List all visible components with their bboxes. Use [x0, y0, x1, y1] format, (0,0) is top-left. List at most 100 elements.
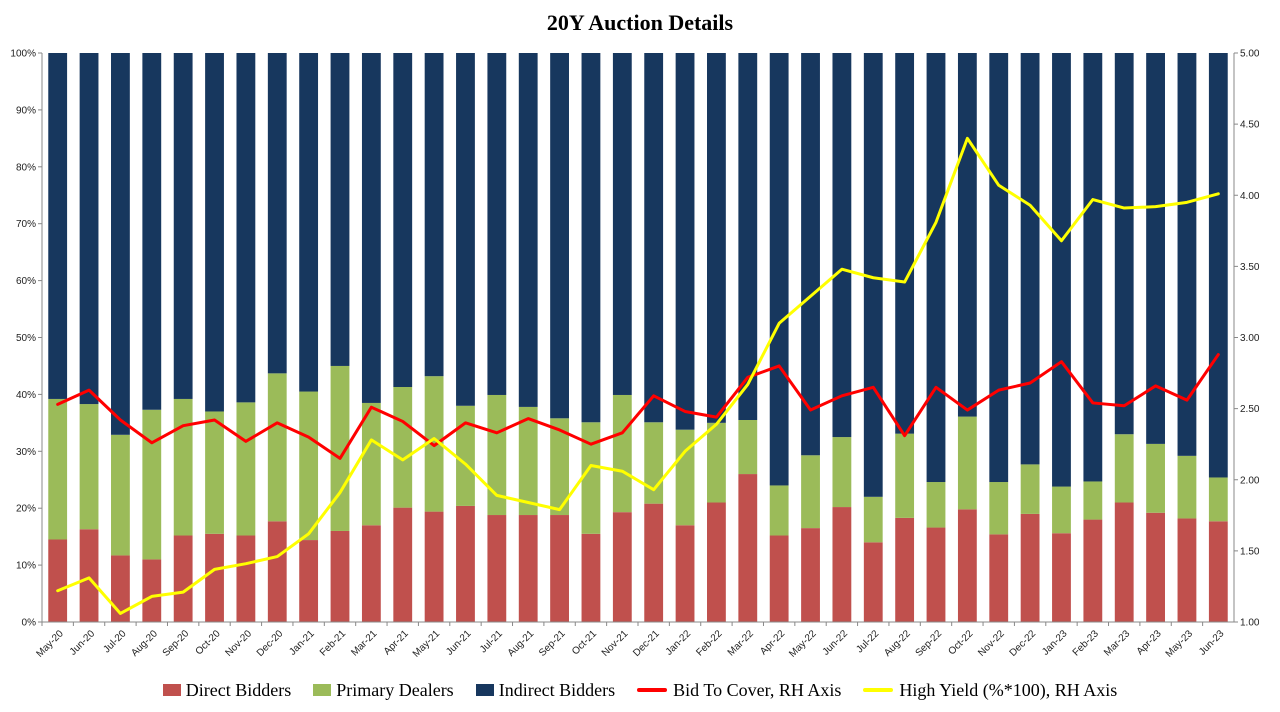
bar-primary-dealers-dec-20: [267, 373, 287, 522]
legend-label: High Yield (%*100), RH Axis: [899, 679, 1118, 700]
left-tick-label: 20%: [16, 504, 36, 515]
bar-primary-dealers-apr-21: [393, 387, 413, 508]
bar-primary-dealers-nov-21: [612, 394, 632, 513]
bar-indirect-bidders-feb-22: [707, 53, 726, 423]
bar-indirect-bidders-jan-22: [675, 53, 695, 430]
bar-indirect-bidders-oct-21: [581, 53, 601, 423]
bar-primary-dealers-nov-20: [236, 402, 256, 536]
bar-primary-dealers-mar-21: [361, 402, 381, 526]
legend-item-indirect-bidders: Indirect Bidders: [475, 680, 615, 701]
x-tick-label: Sep-21: [537, 628, 568, 659]
x-tick-label: Jan-21: [287, 628, 317, 658]
bar-direct-bidders-dec-21: [644, 503, 664, 622]
right-tick-label: 2.00: [1240, 475, 1260, 486]
bar-primary-dealers-apr-23: [1146, 443, 1165, 513]
x-tick-label: Aug-21: [506, 628, 537, 659]
bar-direct-bidders-aug-22: [895, 517, 915, 622]
bar-indirect-bidders-jan-21: [299, 53, 319, 392]
right-tick-label: 4.00: [1240, 191, 1260, 202]
bar-direct-bidders-mar-21: [361, 525, 381, 622]
bar-indirect-bidders-oct-22: [957, 53, 977, 417]
right-tick-label: 4.50: [1240, 120, 1260, 131]
bar-direct-bidders-nov-21: [612, 512, 632, 622]
bar-indirect-bidders-jun-22: [832, 53, 852, 438]
bar-direct-bidders-apr-22: [769, 535, 789, 622]
bar-direct-bidders-apr-21: [393, 507, 413, 622]
bar-indirect-bidders-jun-21: [456, 53, 475, 406]
bar-primary-dealers-aug-22: [895, 433, 915, 518]
x-tick-label: Feb-23: [1071, 628, 1101, 658]
x-tick-label: Aug-20: [129, 628, 160, 659]
x-tick-label: Jul-22: [854, 628, 881, 655]
bar-indirect-bidders-dec-20: [267, 53, 287, 374]
bar-indirect-bidders-jun-20: [79, 53, 99, 405]
bar-direct-bidders-dec-22: [1020, 513, 1040, 622]
bar-direct-bidders-may-22: [801, 528, 820, 622]
bar-indirect-bidders-jul-20: [111, 53, 130, 435]
x-tick-label: Nov-21: [600, 628, 631, 659]
left-tick-label: 70%: [16, 219, 36, 230]
bar-indirect-bidders-may-23: [1177, 53, 1197, 456]
right-tick-label: 1.50: [1240, 546, 1260, 557]
x-tick-label: Dec-20: [255, 628, 286, 659]
chart-plot: 0% 10% 20% 30% 40% 50% 60% 70% 80% 90% 100% 1.00 1.5…: [10, 49, 1260, 660]
x-tick-label: May-23: [1164, 628, 1196, 660]
bar-indirect-bidders-mar-22: [738, 53, 758, 420]
x-tick-label: Mar-22: [726, 628, 756, 658]
legend: Direct Bidders Primary Dealers Indirect Bi…: [0, 676, 1280, 704]
legend-label: Bid To Cover, RH Axis: [673, 679, 842, 700]
x-tick-label: Jun-23: [1197, 628, 1227, 658]
bar-direct-bidders-may-20: [48, 539, 68, 622]
bar-indirect-bidders-aug-21: [518, 53, 538, 407]
bar-direct-bidders-may-21: [424, 511, 444, 622]
x-tick-label: Dec-21: [631, 628, 662, 659]
bar-direct-bidders-jan-22: [675, 525, 695, 622]
bar-primary-dealers-jul-22: [863, 496, 883, 543]
bar-primary-dealers-mar-22: [738, 420, 758, 475]
x-tick-label: Oct-20: [194, 628, 223, 657]
bar-primary-dealers-feb-22: [707, 422, 726, 503]
bar-indirect-bidders-aug-22: [895, 53, 915, 434]
right-tick-label: 1.00: [1240, 618, 1260, 629]
legend-item-high-yield-100-rh-axis: High Yield (%*100), RH Axis: [863, 680, 1117, 701]
bar-indirect-bidders-dec-21: [644, 53, 664, 423]
x-tick-label: Aug-22: [882, 628, 913, 659]
bar-indirect-bidders-jul-22: [863, 53, 883, 497]
bar-direct-bidders-jan-23: [1052, 533, 1071, 622]
bar-indirect-bidders-mar-23: [1114, 53, 1134, 435]
legend-label: Primary Dealers: [336, 679, 454, 700]
bar-direct-bidders-oct-22: [957, 509, 977, 622]
left-tick-label: 50%: [16, 333, 36, 344]
bar-indirect-bidders-apr-22: [769, 53, 789, 486]
x-tick-label: Oct-22: [946, 628, 975, 657]
bar-indirect-bidders-nov-21: [612, 53, 632, 395]
chart-title: 20Y Auction Details: [546, 10, 734, 35]
x-tick-label: May-20: [34, 628, 66, 660]
legend-swatch: [313, 684, 332, 696]
bar-indirect-bidders-aug-20: [142, 53, 162, 410]
bar-direct-bidders-jun-20: [79, 529, 99, 622]
legend-item-direct-bidders: Direct Bidders: [162, 680, 291, 701]
bar-primary-dealers-sep-22: [926, 482, 946, 528]
bar-indirect-bidders-oct-20: [205, 53, 224, 412]
bar-indirect-bidders-sep-22: [926, 53, 946, 483]
bar-primary-dealers-jan-23: [1052, 486, 1071, 534]
bar-direct-bidders-jan-21: [299, 540, 319, 622]
x-tick-label: Apr-21: [382, 628, 411, 657]
bar-indirect-bidders-feb-21: [330, 53, 350, 366]
bar-direct-bidders-jun-23: [1208, 521, 1228, 622]
bar-indirect-bidders-apr-23: [1146, 53, 1165, 444]
bar-indirect-bidders-sep-20: [173, 53, 193, 399]
legend-item-bid-to-cover-rh-axis: Bid To Cover, RH Axis: [637, 680, 841, 701]
x-tick-label: Jun-22: [821, 628, 851, 658]
bar-direct-bidders-aug-20: [142, 559, 162, 622]
bar-indirect-bidders-jan-23: [1052, 53, 1071, 487]
bar-indirect-bidders-jun-23: [1208, 53, 1228, 478]
x-tick-label: Apr-22: [758, 628, 787, 657]
bar-primary-dealers-jun-22: [832, 437, 852, 508]
bar-indirect-bidders-mar-21: [361, 53, 381, 403]
bar-primary-dealers-jan-22: [675, 429, 695, 526]
right-tick-label: 5.00: [1240, 49, 1260, 60]
bar-primary-dealers-aug-21: [518, 406, 538, 516]
bar-primary-dealers-oct-20: [205, 411, 224, 534]
